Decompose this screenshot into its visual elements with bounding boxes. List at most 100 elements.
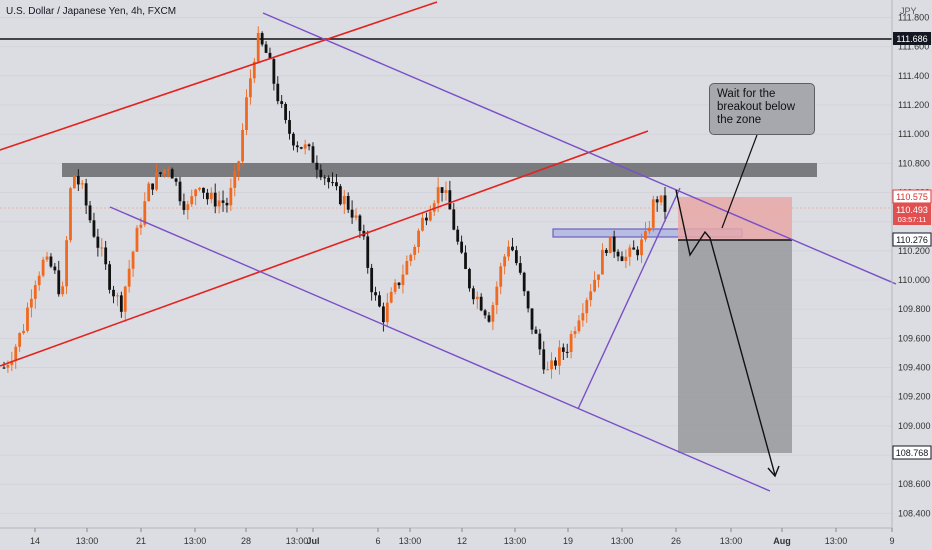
candle-up[interactable]	[147, 183, 151, 202]
candle-up[interactable]	[495, 286, 499, 306]
candle-down[interactable]	[2, 367, 6, 369]
candle-down[interactable]	[483, 310, 487, 316]
candle-up[interactable]	[569, 334, 573, 353]
candle-up[interactable]	[37, 275, 41, 286]
candle-up[interactable]	[237, 161, 241, 171]
candle-down[interactable]	[174, 178, 178, 182]
annotation-callout[interactable]: Wait for the breakout below the zone	[709, 83, 815, 135]
candle-down[interactable]	[554, 360, 557, 366]
candle-up[interactable]	[640, 239, 643, 256]
candle-up[interactable]	[162, 169, 166, 175]
candle-down[interactable]	[471, 288, 475, 300]
candle-up[interactable]	[127, 268, 131, 287]
candle-up[interactable]	[491, 305, 495, 322]
candle-up[interactable]	[198, 187, 201, 190]
candle-down[interactable]	[366, 236, 370, 268]
candle-down[interactable]	[358, 215, 362, 231]
candle-down[interactable]	[440, 187, 444, 193]
candle-down[interactable]	[514, 250, 518, 264]
candle-up[interactable]	[401, 274, 405, 286]
candle-up[interactable]	[581, 313, 585, 321]
candle-down[interactable]	[295, 145, 299, 148]
candle-down[interactable]	[636, 249, 640, 256]
candle-up[interactable]	[45, 256, 49, 260]
candle-down[interactable]	[542, 349, 546, 370]
candle-up[interactable]	[593, 279, 596, 292]
candle-down[interactable]	[307, 144, 311, 147]
candle-down[interactable]	[323, 177, 327, 179]
candle-up[interactable]	[354, 215, 358, 218]
candle-down[interactable]	[170, 169, 174, 179]
candle-up[interactable]	[589, 291, 593, 301]
candle-down[interactable]	[511, 246, 514, 251]
candle-down[interactable]	[612, 236, 616, 252]
candle-up[interactable]	[69, 188, 72, 241]
candle-down[interactable]	[616, 251, 620, 257]
candle-down[interactable]	[49, 256, 53, 267]
candle-up[interactable]	[644, 231, 647, 240]
candle-down[interactable]	[620, 256, 624, 261]
candle-up[interactable]	[413, 246, 417, 255]
candle-down[interactable]	[561, 347, 565, 352]
candle-down[interactable]	[268, 52, 272, 60]
candle-down[interactable]	[538, 333, 542, 350]
candle-up[interactable]	[550, 360, 553, 370]
candle-down[interactable]	[663, 195, 667, 212]
upper-channel-line[interactable]	[0, 1, 438, 151]
candle-up[interactable]	[155, 172, 158, 190]
candle-down[interactable]	[205, 192, 209, 200]
candle-up[interactable]	[22, 330, 25, 334]
candle-down[interactable]	[288, 120, 291, 134]
candle-down[interactable]	[456, 229, 460, 242]
candle-up[interactable]	[186, 204, 190, 211]
candle-down[interactable]	[319, 169, 323, 178]
candle-up[interactable]	[647, 227, 651, 232]
candle-down[interactable]	[632, 247, 636, 250]
candle-up[interactable]	[135, 227, 139, 252]
candle-up[interactable]	[33, 285, 37, 299]
candle-up[interactable]	[597, 274, 600, 280]
candle-down[interactable]	[264, 44, 268, 53]
candle-up[interactable]	[80, 183, 84, 185]
candle-down[interactable]	[225, 202, 229, 206]
candle-down[interactable]	[57, 270, 61, 295]
candle-up[interactable]	[14, 346, 18, 361]
candle-down[interactable]	[182, 201, 186, 211]
candle-down[interactable]	[464, 252, 467, 269]
candle-up[interactable]	[557, 347, 561, 366]
candle-up[interactable]	[651, 199, 655, 228]
take-profit-box[interactable]	[678, 240, 792, 453]
candle-down[interactable]	[315, 162, 319, 170]
candle-up[interactable]	[166, 169, 170, 171]
candle-down[interactable]	[346, 195, 350, 210]
projection-path[interactable]	[675, 189, 776, 476]
candle-down[interactable]	[425, 217, 428, 221]
candle-up[interactable]	[417, 230, 420, 247]
candle-down[interactable]	[530, 308, 534, 330]
candle-up[interactable]	[444, 190, 448, 193]
lower-channel-line[interactable]	[0, 130, 649, 367]
candle-up[interactable]	[61, 286, 65, 295]
candle-down[interactable]	[487, 315, 491, 322]
candle-down[interactable]	[260, 33, 264, 45]
candle-up[interactable]	[256, 33, 260, 62]
candle-down[interactable]	[112, 289, 115, 297]
candle-up[interactable]	[628, 247, 632, 257]
candle-down[interactable]	[280, 101, 284, 105]
price-axis[interactable]: 111.800 111.600 111.400 111.200 111.000 110.8…	[898, 13, 931, 519]
candle-up[interactable]	[65, 240, 68, 287]
candle-up[interactable]	[252, 61, 256, 79]
candle-up[interactable]	[601, 249, 604, 275]
candle-down[interactable]	[84, 183, 88, 206]
candle-down[interactable]	[108, 264, 112, 290]
candle-down[interactable]	[518, 263, 522, 273]
candle-up[interactable]	[409, 254, 413, 262]
candle-up[interactable]	[389, 291, 393, 303]
descending-channel-bottom[interactable]	[109, 206, 771, 492]
candle-up[interactable]	[503, 256, 507, 267]
ascending-trendline[interactable]	[577, 187, 681, 410]
candle-up[interactable]	[73, 176, 76, 189]
stop-loss-box[interactable]	[678, 197, 792, 240]
candle-up[interactable]	[29, 298, 33, 308]
